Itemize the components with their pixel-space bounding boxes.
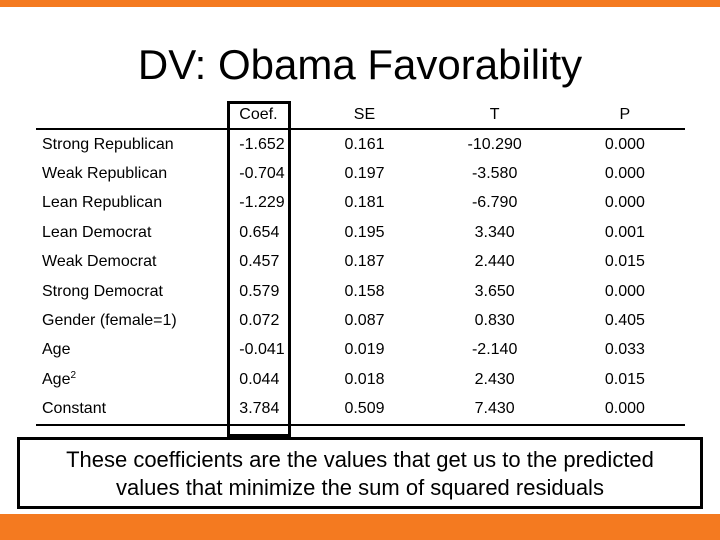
- header-coef: Coef.: [235, 101, 305, 130]
- table-row: Lean Republican -1.229 0.181 -6.790 0.00…: [36, 189, 685, 218]
- regression-table: Coef. SE T P Strong Republican -1.652 0.…: [36, 101, 685, 426]
- p-value: 0.000: [564, 394, 685, 426]
- t-value: 2.430: [474, 370, 515, 388]
- coef-value: -0.704: [239, 165, 285, 183]
- table-row: Age2 0.044 0.018 2.430 0.015: [36, 365, 685, 394]
- row-label-text: Age: [42, 371, 71, 389]
- row-label: Lean Republican: [42, 194, 163, 212]
- se-value: 0.509: [304, 394, 425, 426]
- se-value: 0.087: [344, 312, 385, 330]
- p-value: 0.015: [604, 370, 645, 388]
- table-row: Constant 3.784 0.509 7.430 0.000: [36, 394, 685, 426]
- p-value: 0.000: [604, 194, 645, 212]
- row-label: Weak Democrat: [42, 253, 157, 271]
- coef-value: 0.457: [239, 253, 280, 271]
- row-label-superscript: 2: [70, 370, 77, 382]
- t-value: 3.340: [474, 223, 515, 241]
- slide-title: DV: Obama Favorability: [137, 41, 583, 88]
- table-row: Weak Democrat 0.457 0.187 2.440 0.015: [36, 248, 685, 277]
- coef-value: -1.652: [239, 135, 285, 153]
- table-row: Age -0.041 0.019 -2.140 0.033: [36, 336, 685, 365]
- p-value: 0.000: [604, 165, 645, 183]
- se-value: 0.181: [344, 194, 385, 212]
- p-value: 0.000: [604, 282, 645, 300]
- se-value: 0.197: [344, 165, 385, 183]
- table-row: Weak Republican -0.704 0.197 -3.580 0.00…: [36, 159, 685, 188]
- t-value: 7.430: [424, 394, 565, 426]
- t-value: 2.440: [474, 253, 515, 271]
- p-value: 0.033: [604, 341, 645, 359]
- t-value: 3.650: [474, 282, 515, 300]
- coef-value: 0.654: [239, 223, 280, 241]
- coef-value: 0.072: [239, 312, 280, 330]
- row-label: Strong Republican: [42, 135, 174, 153]
- se-value: 0.158: [344, 282, 385, 300]
- se-value: 0.019: [344, 341, 385, 359]
- t-value: -2.140: [471, 341, 518, 359]
- coef-value: 3.784: [235, 394, 305, 426]
- t-value: 0.830: [474, 312, 515, 330]
- coef-value: 0.579: [239, 282, 280, 300]
- header-t: T: [424, 101, 565, 130]
- callout-line-1: These coefficients are the values that g…: [66, 447, 654, 472]
- row-label: Age: [42, 341, 71, 359]
- p-value: 0.405: [604, 312, 645, 330]
- bottom-accent-bar: [0, 514, 720, 540]
- row-label: Strong Democrat: [42, 282, 163, 300]
- t-value: -10.290: [467, 135, 522, 153]
- row-label: Gender (female=1): [42, 312, 177, 330]
- t-value: -6.790: [471, 194, 518, 212]
- p-value: 0.015: [604, 253, 645, 271]
- table-row: Gender (female=1) 0.072 0.087 0.830 0.40…: [36, 306, 685, 335]
- table-row: Strong Democrat 0.579 0.158 3.650 0.000: [36, 277, 685, 306]
- se-value: 0.018: [344, 370, 385, 388]
- t-value: -3.580: [471, 165, 518, 183]
- table-header-row: Coef. SE T P: [36, 101, 685, 130]
- p-value: 0.001: [604, 223, 645, 241]
- header-label: [36, 101, 236, 130]
- se-value: 0.195: [344, 223, 385, 241]
- callout-line-2: values that minimize the sum of squared …: [116, 475, 604, 500]
- p-value: 0.000: [604, 135, 645, 153]
- row-label: Weak Republican: [42, 165, 168, 183]
- se-value: 0.161: [344, 135, 385, 153]
- se-value: 0.187: [344, 253, 385, 271]
- header-p: P: [564, 101, 685, 130]
- coef-value: -1.229: [239, 194, 285, 212]
- row-label: Age2: [36, 365, 235, 394]
- table-row: Strong Republican -1.652 0.161 -10.290 0…: [36, 129, 685, 159]
- table-row: Lean Democrat 0.654 0.195 3.340 0.001: [36, 218, 685, 247]
- coef-value: -0.041: [239, 341, 285, 359]
- header-se: SE: [304, 101, 425, 130]
- coef-value: 0.044: [239, 370, 280, 388]
- row-label: Lean Democrat: [42, 223, 152, 241]
- row-label: Constant: [36, 394, 236, 426]
- top-accent-bar: [0, 0, 720, 7]
- callout-box: These coefficients are the values that g…: [17, 437, 703, 509]
